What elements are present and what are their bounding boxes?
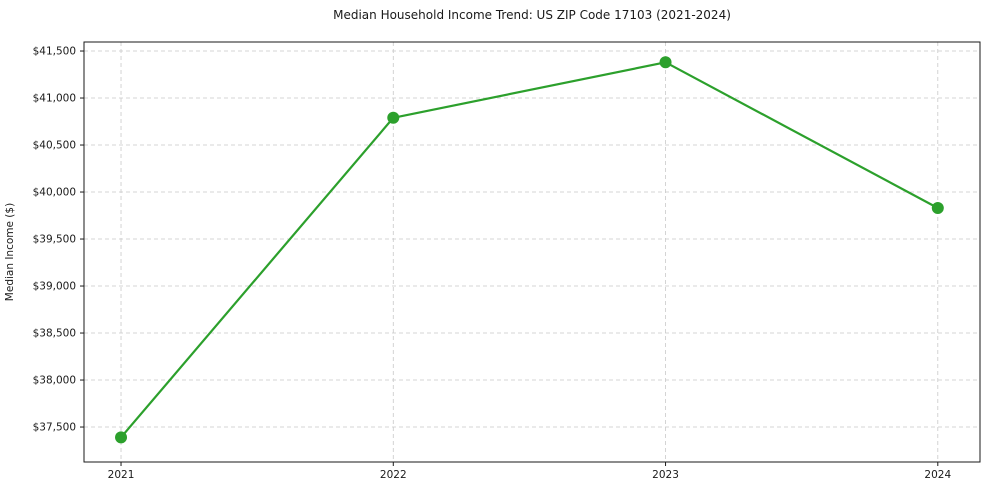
y-tick-label: $40,500 <box>33 140 76 152</box>
y-tick-label: $37,500 <box>33 422 76 434</box>
data-point <box>931 202 944 215</box>
chart-title: Median Household Income Trend: US ZIP Co… <box>333 8 731 22</box>
y-tick-label: $38,500 <box>33 328 76 340</box>
x-tick-label: 2021 <box>108 469 135 481</box>
data-point <box>115 431 128 444</box>
y-tick-label: $41,000 <box>33 93 76 105</box>
y-tick-label: $41,500 <box>33 46 76 58</box>
data-point <box>659 56 672 69</box>
y-tick-label: $38,000 <box>33 375 76 387</box>
y-tick-label: $39,500 <box>33 234 76 246</box>
y-tick-label: $39,000 <box>33 281 76 293</box>
plot-spines <box>83 41 981 463</box>
data-line <box>119 61 939 439</box>
x-tick-label: 2022 <box>380 469 407 481</box>
y-tick-label: $40,000 <box>33 187 76 199</box>
x-tick-label: 2023 <box>652 469 679 481</box>
data-point <box>387 111 400 124</box>
x-tick-label: 2024 <box>924 469 951 481</box>
